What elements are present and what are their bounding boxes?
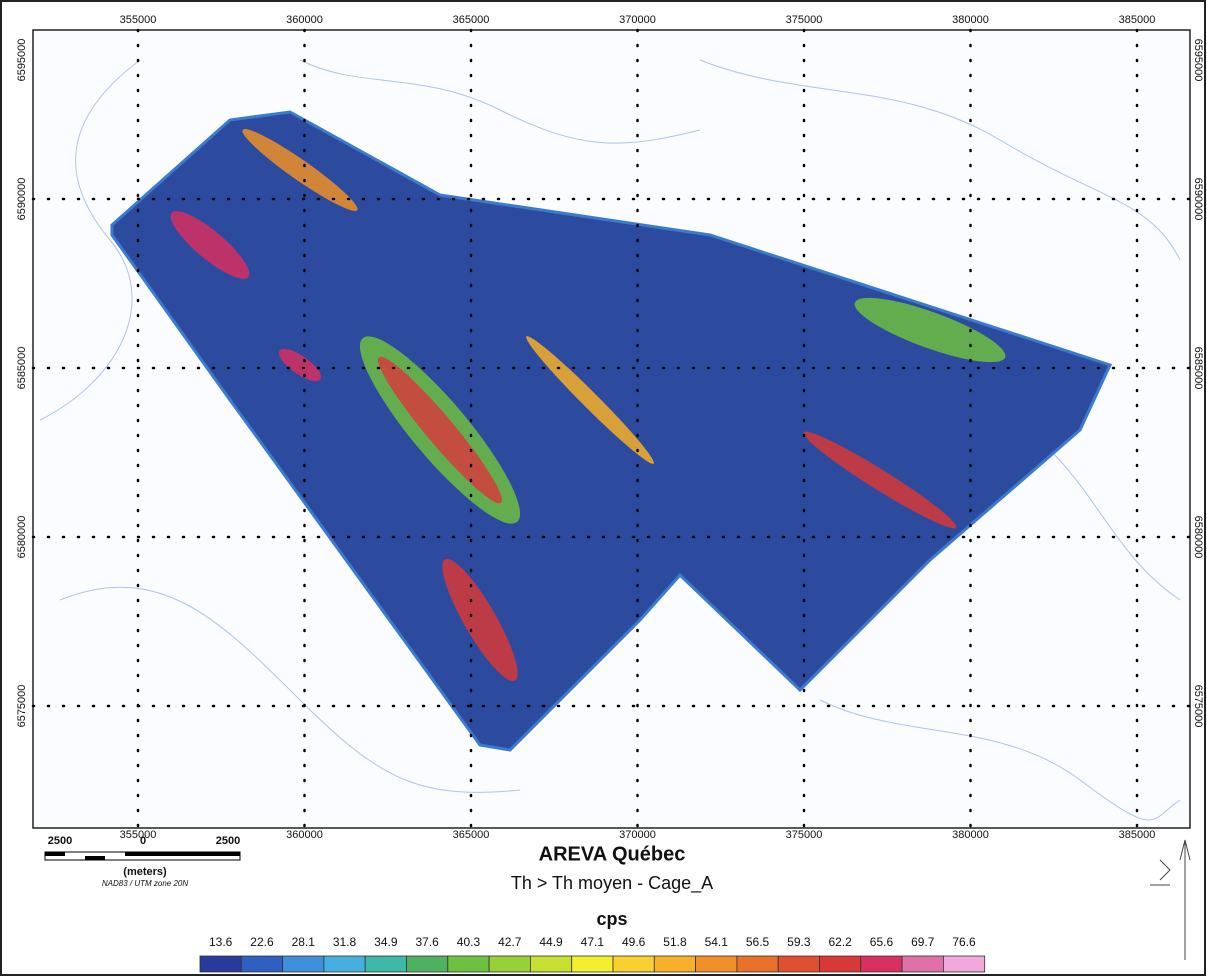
scale-label: 0 xyxy=(140,835,146,847)
legend-label: 31.8 xyxy=(333,935,357,949)
x-tick-label: 360000 xyxy=(286,14,323,26)
legend-swatch xyxy=(902,956,943,972)
x-tick-label: 375000 xyxy=(786,829,823,841)
legend-label: 40.3 xyxy=(457,935,481,949)
legend-label: 62.2 xyxy=(828,935,852,949)
color-legend: 13.6 22.6 28.1 31.8 34.9 37.6 40.3 42.7 44.9 47.1… xyxy=(200,935,985,972)
legend-swatch xyxy=(283,956,324,972)
y-tick-label: 6575000 xyxy=(16,685,28,728)
legend-swatch xyxy=(407,956,448,972)
scale-unit: (meters) xyxy=(123,866,167,878)
map-subtitle: Th > Th moyen - Cage_A xyxy=(511,873,713,894)
x-tick-label: 375000 xyxy=(786,14,823,26)
legend-label: 47.1 xyxy=(581,935,605,949)
x-tick-label: 385000 xyxy=(1119,14,1156,26)
legend-swatch xyxy=(241,956,282,972)
scale-seg xyxy=(85,856,105,860)
legend-label: 22.6 xyxy=(250,935,274,949)
legend-label: 13.6 xyxy=(209,935,233,949)
legend-swatch xyxy=(778,956,819,972)
legend-swatch xyxy=(696,956,737,972)
scale-seg xyxy=(125,852,143,856)
north-arrow xyxy=(1150,840,1190,960)
legend-swatch xyxy=(572,956,613,972)
x-tick-label: 370000 xyxy=(619,14,656,26)
scale-bar: 2500 0 2500 (meters) NAD83 / UTM zone 20… xyxy=(45,835,240,888)
legend-swatch xyxy=(489,956,530,972)
y-tick-label: 6595000 xyxy=(1192,39,1204,82)
legend-swatch xyxy=(820,956,861,972)
legend-label: 59.3 xyxy=(787,935,811,949)
scale-seg xyxy=(143,852,240,856)
x-tick-label: 365000 xyxy=(453,14,490,26)
scale-seg xyxy=(45,852,65,856)
x-tick-label: 380000 xyxy=(952,829,989,841)
legend-label: 37.6 xyxy=(415,935,439,949)
legend-label: 51.8 xyxy=(663,935,687,949)
y-tick-label: 6590000 xyxy=(1192,178,1204,221)
scale-label: 2500 xyxy=(48,835,72,847)
legend-swatch xyxy=(530,956,571,972)
y-tick-label: 6590000 xyxy=(16,178,28,221)
legend-swatch xyxy=(324,956,365,972)
y-tick-label: 6585000 xyxy=(16,347,28,390)
x-tick-label: 365000 xyxy=(453,829,490,841)
legend-label: 44.9 xyxy=(539,935,563,949)
legend-swatch xyxy=(448,956,489,972)
legend-label: 28.1 xyxy=(292,935,316,949)
legend-title: cps xyxy=(596,909,627,929)
legend-label: 65.6 xyxy=(870,935,894,949)
legend-label: 76.6 xyxy=(952,935,976,949)
x-tick-label: 380000 xyxy=(952,14,989,26)
legend-label: 34.9 xyxy=(374,935,398,949)
projection: NAD83 / UTM zone 20N xyxy=(102,879,188,888)
y-tick-label: 6580000 xyxy=(1192,516,1204,559)
legend-swatch xyxy=(654,956,695,972)
legend-swatch xyxy=(365,956,406,972)
x-tick-label: 370000 xyxy=(619,829,656,841)
legend-label: 49.6 xyxy=(622,935,646,949)
y-tick-label: 6595000 xyxy=(16,39,28,82)
y-tick-label: 6585000 xyxy=(1192,347,1204,390)
legend-label: 56.5 xyxy=(746,935,770,949)
legend-swatch xyxy=(943,956,984,972)
scale-label: 2500 xyxy=(216,835,240,847)
legend-swatch xyxy=(737,956,778,972)
y-tick-label: 6575000 xyxy=(1192,685,1204,728)
page: {"map":{"x_ticks":[355000,360000,365000,… xyxy=(0,0,1207,977)
legend-label: 54.1 xyxy=(705,935,729,949)
x-tick-label: 360000 xyxy=(286,829,323,841)
map-figure: 355000 355000 360000 360000 365000 365000 3700… xyxy=(0,0,1207,977)
x-tick-label: 385000 xyxy=(1119,829,1156,841)
y-tick-label: 6580000 xyxy=(16,516,28,559)
legend-label: 42.7 xyxy=(498,935,522,949)
legend-swatch xyxy=(613,956,654,972)
legend-swatch xyxy=(200,956,241,972)
x-tick-label: 355000 xyxy=(120,14,157,26)
north-symbol xyxy=(1150,860,1170,885)
x-tick-label: 355000 xyxy=(120,829,157,841)
legend-swatch xyxy=(861,956,902,972)
legend-label: 69.7 xyxy=(911,935,935,949)
map-title: AREVA Québec xyxy=(539,843,686,865)
